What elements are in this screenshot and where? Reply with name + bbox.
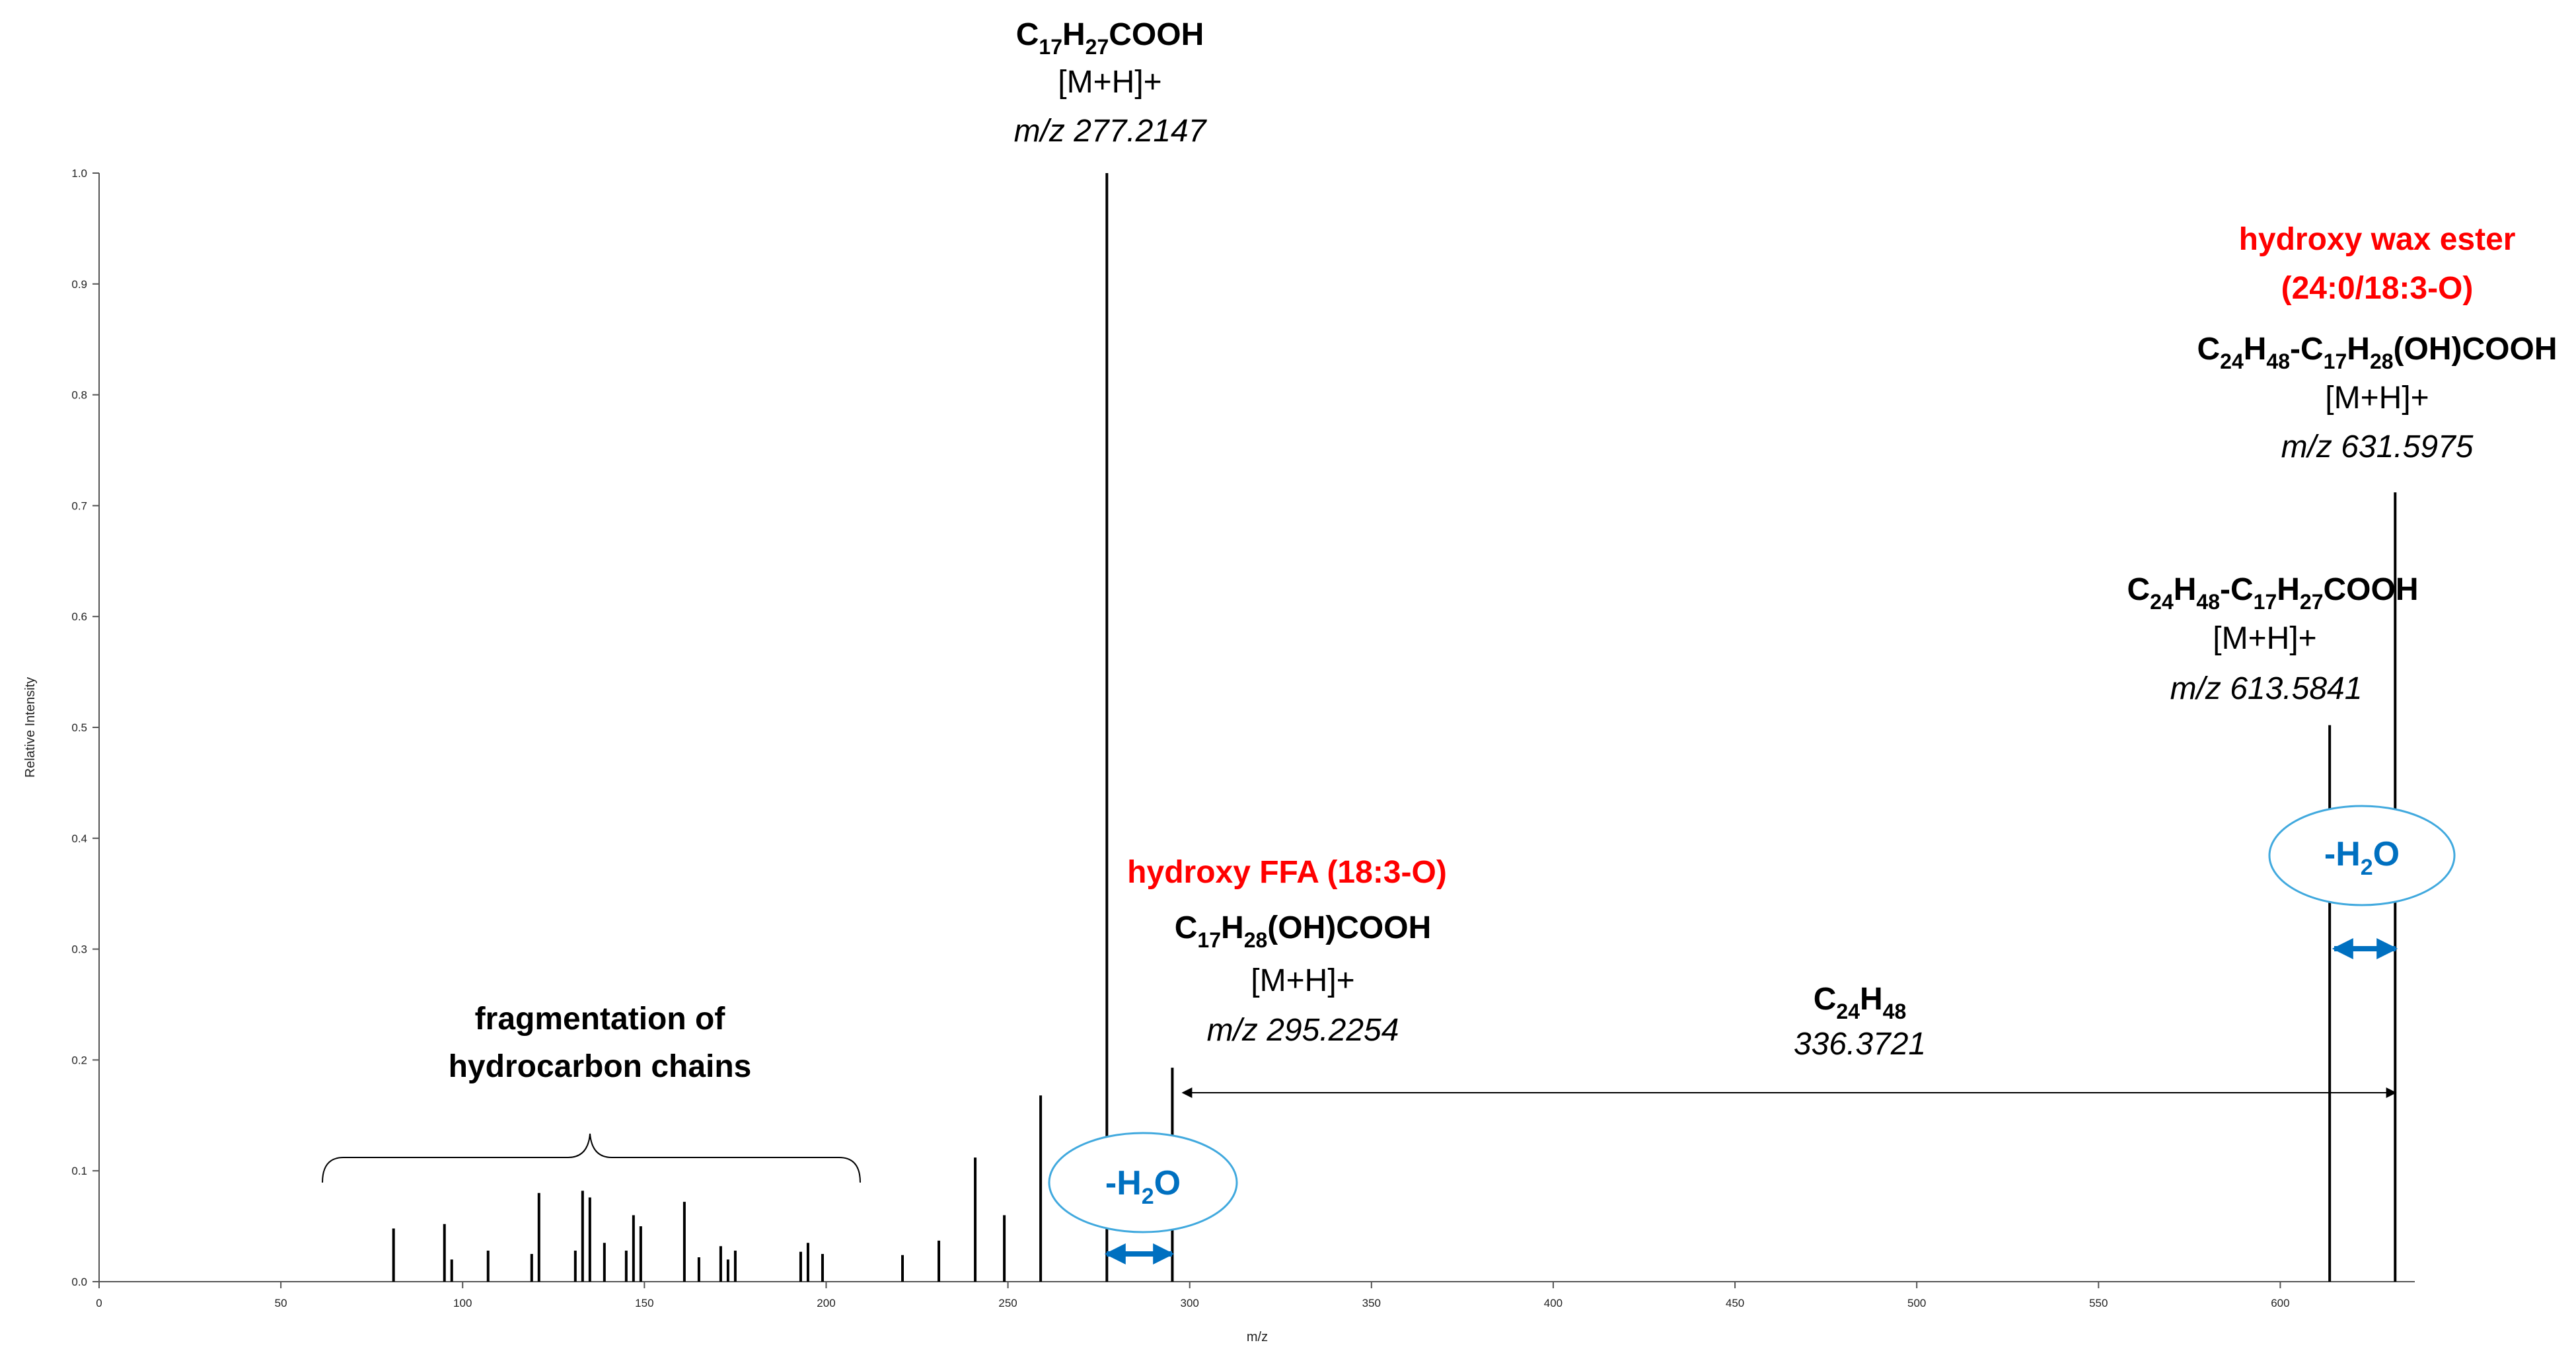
loss-formula: C24H48 (1814, 982, 1907, 1023)
fragmentation-label-line1: fragmentation of (475, 1002, 726, 1037)
y-tick-label: 1.0 (71, 167, 87, 180)
peak-295-ion: [M+H]+ (1251, 963, 1354, 998)
x-tick-label: 400 (1544, 1297, 1563, 1309)
water-loss-left-ellipse (1048, 1132, 1238, 1233)
x-tick-label: 100 (453, 1297, 472, 1309)
x-tick-label: 500 (1907, 1297, 1926, 1309)
peaks (392, 173, 2397, 1282)
x-tick-label: 0 (96, 1297, 102, 1309)
water-loss-right: -H2O (2268, 805, 2456, 959)
x-tick-label: 450 (1726, 1297, 1744, 1309)
fragmentation-label-line2: hydrocarbon chains (449, 1049, 752, 1084)
peak-631-mz: m/z 631.5975 (2281, 429, 2474, 464)
wax-ester-label-line1: hydroxy wax ester (2239, 222, 2516, 257)
y-axis-title: Relative Intensity (23, 677, 38, 778)
peak-631-ion: [M+H]+ (2325, 381, 2429, 416)
x-tick-label: 50 (275, 1297, 287, 1309)
loss-value: 336.3721 (1794, 1027, 1926, 1062)
peak-277-ion: [M+H]+ (1058, 65, 1161, 100)
water-loss-left: -H2O (1048, 1132, 1238, 1264)
water-loss-right-ellipse (2268, 805, 2456, 906)
x-tick-label: 600 (2271, 1297, 2289, 1309)
y-ticks: 0.0 0.1 0.2 0.3 0.4 0.5 0.6 0.7 0.8 0.9 1.0 (71, 167, 99, 1288)
water-loss-left-label: -H2O (1105, 1164, 1181, 1209)
y-tick-label: 0.8 (71, 389, 87, 402)
y-tick-label: 0.1 (71, 1165, 87, 1177)
peak-277-mz: m/z 277.2147 (1014, 114, 1208, 149)
x-tick-label: 200 (817, 1297, 835, 1309)
water-loss-right-label: -H2O (2324, 835, 2400, 880)
x-tick-label: 250 (998, 1297, 1017, 1309)
fragmentation-brace (322, 1133, 861, 1183)
y-tick-label: 0.0 (71, 1276, 87, 1288)
y-tick-label: 0.4 (71, 832, 87, 845)
hydroxy-ffa-label: hydroxy FFA (18:3-O) (1127, 855, 1447, 890)
x-axis-title: m/z (1247, 1330, 1268, 1344)
y-tick-label: 0.6 (71, 610, 87, 623)
peak-613-formula: C24H48-C17H27COOH (2127, 572, 2418, 614)
x-tick-label: 150 (635, 1297, 653, 1309)
peak-295-formula: C17H28(OH)COOH (1175, 910, 1432, 952)
x-tick-label: 300 (1181, 1297, 1199, 1309)
x-tick-label: 350 (1362, 1297, 1381, 1309)
peak-295-mz: m/z 295.2254 (1207, 1013, 1399, 1048)
wax-ester-label-line2: (24:0/18:3-O) (2281, 271, 2474, 306)
y-tick-label: 0.3 (71, 943, 87, 956)
x-tick-label: 550 (2089, 1297, 2108, 1309)
axes (98, 173, 2415, 1282)
y-tick-label: 0.2 (71, 1054, 87, 1066)
peak-277-formula: C17H27COOH (1016, 17, 1204, 59)
peak-613-mz: m/z 613.5841 (2170, 671, 2363, 706)
curly-brace (322, 1133, 861, 1183)
peak-613-ion: [M+H]+ (2213, 621, 2316, 656)
y-tick-label: 0.5 (71, 721, 87, 734)
x-ticks: 0 50 100 150 200 250 300 350 400 450 500 550 600 (96, 1282, 2290, 1309)
y-tick-label: 0.7 (71, 499, 87, 512)
y-tick-label: 0.9 (71, 278, 87, 291)
peak-631-formula: C24H48-C17H28(OH)COOH (2197, 332, 2557, 373)
